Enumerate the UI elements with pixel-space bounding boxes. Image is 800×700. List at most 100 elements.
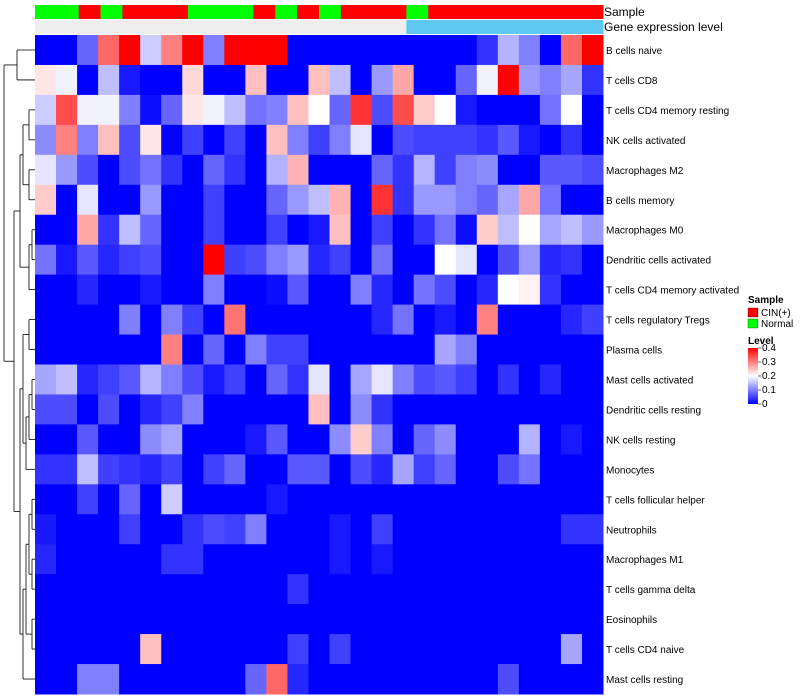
heatmap-cell [413, 364, 436, 395]
heatmap-cell [329, 154, 352, 186]
heatmap-cell [182, 334, 204, 365]
heatmap-cell [350, 274, 373, 306]
heatmap-cell [161, 64, 183, 96]
heatmap-cell [224, 334, 246, 365]
heatmap-cell [119, 394, 141, 425]
row-label: T cells CD4 memory activated [606, 286, 739, 297]
heatmap-cell [434, 664, 457, 695]
heatmap-cell [329, 274, 352, 306]
heatmap-cell [539, 574, 562, 605]
heatmap-cell [392, 124, 415, 156]
heatmap-cell [203, 124, 225, 156]
heatmap-cell [98, 394, 120, 425]
heatmap-cell [476, 184, 499, 216]
heatmap-cell [497, 154, 520, 186]
heatmap-cell [413, 154, 436, 186]
heatmap-cell [581, 574, 604, 605]
heatmap-cell [161, 274, 183, 306]
heatmap-cell [245, 154, 267, 186]
heatmap-cell [56, 634, 78, 665]
heatmap-cell [308, 35, 331, 66]
heatmap-cell [182, 394, 204, 425]
heatmap-cell [497, 664, 520, 695]
row-label: T cells regulatory Tregs [606, 316, 710, 327]
level-tick-label: 0.2 [762, 371, 776, 382]
heatmap-cell [308, 244, 331, 276]
cin-positive-swatch [747, 307, 759, 318]
heatmap-cell [224, 544, 246, 575]
heatmap-cell [224, 424, 246, 455]
heatmap-cell [224, 364, 246, 395]
heatmap-cell [560, 304, 583, 336]
heatmap-cell [350, 214, 373, 246]
heatmap-cell [392, 424, 415, 455]
heatmap-cell [581, 214, 604, 246]
row-label: T cells CD4 naive [606, 645, 685, 656]
heatmap-cell [518, 424, 541, 455]
heatmap-cell [56, 334, 78, 365]
heatmap-cell [161, 154, 183, 186]
heatmap-cell [434, 604, 457, 635]
heatmap-cell [140, 304, 162, 336]
heatmap-cell [581, 64, 604, 96]
heatmap-cell [392, 184, 415, 216]
heatmap-cell [98, 214, 120, 246]
expression-annotation-cell [537, 20, 560, 34]
heatmap-cell [329, 424, 352, 455]
row-label: T cells follicular helper [606, 495, 705, 506]
heatmap-cell [224, 274, 246, 306]
heatmap-cell [98, 544, 120, 575]
heatmap-cell [476, 154, 499, 186]
heatmap-cell [245, 454, 267, 485]
heatmap-cell [182, 544, 204, 575]
sample-annotation-cell [297, 5, 320, 19]
heatmap-cell [287, 604, 309, 635]
heatmap-cell [413, 424, 436, 455]
heatmap-cell [560, 484, 583, 515]
heatmap-cell [203, 574, 225, 605]
heatmap-cell [287, 94, 309, 126]
sample-annotation-cell [35, 5, 58, 19]
heatmap-cell [434, 544, 457, 575]
row-label: Dendritic cells activated [606, 256, 711, 267]
row-label: T cells CD4 memory resting [606, 106, 729, 117]
heatmap-cell [245, 334, 267, 365]
expression-annotation-cell [362, 20, 386, 34]
heatmap-cell [392, 454, 415, 485]
sample-annotation-cell [450, 5, 473, 19]
heatmap-cell [245, 484, 267, 515]
heatmap-cell [455, 634, 478, 665]
heatmap-cell [350, 64, 373, 96]
heatmap-cell [224, 574, 246, 605]
heatmap-cell [497, 94, 520, 126]
heatmap-cell [581, 334, 604, 365]
sample-annotation-cell [166, 5, 189, 19]
heatmap-cell [539, 454, 562, 485]
expression-annotation-cell [253, 20, 276, 34]
heatmap-cell [287, 544, 309, 575]
heatmap-cell [98, 244, 120, 276]
sample-annotation-cell [187, 5, 211, 19]
heatmap-cell [539, 634, 562, 665]
heatmap-cell [245, 634, 267, 665]
heatmap-cell [119, 424, 141, 455]
heatmap-cell [245, 274, 267, 306]
heatmap-cell [35, 664, 57, 695]
heatmap-cell [455, 124, 478, 156]
heatmap-cell [434, 484, 457, 515]
heatmap-cell [287, 454, 309, 485]
heatmap-cell [392, 64, 415, 96]
sample-annotation-cell [515, 5, 538, 19]
heatmap-cell [497, 364, 520, 395]
heatmap-cell [518, 544, 541, 575]
heatmap-cell [476, 244, 499, 276]
heatmap-cell [182, 35, 204, 66]
sample-annotation-cell [537, 5, 560, 19]
heatmap-cell [119, 634, 141, 665]
level-tick-label: 0.1 [762, 385, 776, 396]
heatmap-cell [266, 514, 288, 545]
heatmap-cell [287, 35, 309, 66]
heatmap-cell [140, 424, 162, 455]
sample-annotation-cell [78, 5, 102, 19]
heatmap-cell [224, 64, 246, 96]
